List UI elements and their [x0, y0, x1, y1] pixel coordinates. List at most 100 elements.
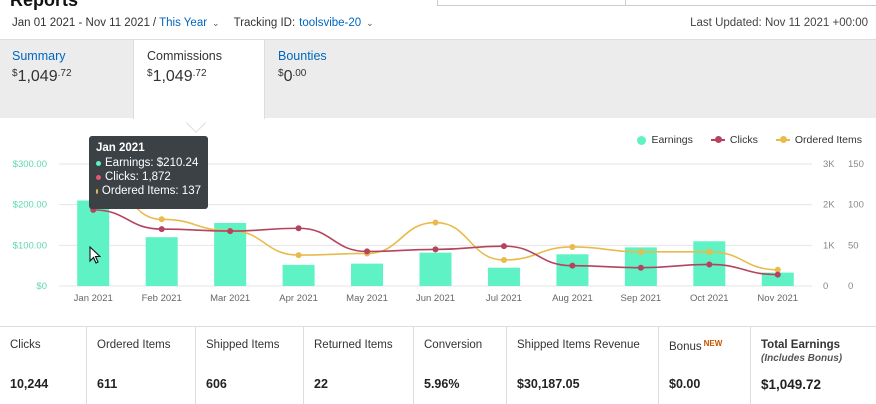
point-clicks: [158, 226, 165, 233]
point-ordered-items: [432, 219, 439, 226]
stat-conversion-value: 5.96%: [424, 377, 460, 391]
legend-clicks-label: Clicks: [729, 134, 758, 146]
point-clicks: [637, 264, 644, 271]
legend-ordered-items[interactable]: Ordered Items: [775, 134, 862, 146]
period-dropdown[interactable]: This Year: [159, 17, 208, 29]
stat-clicks-label: Clicks: [10, 339, 41, 351]
bar-earnings: [487, 267, 520, 286]
point-clicks: [706, 261, 713, 268]
clicks-axis-tick: 0: [823, 281, 828, 292]
point-clicks: [774, 271, 781, 278]
x-axis-tick: Sep 2021: [621, 293, 662, 304]
bar-earnings: [351, 263, 384, 286]
new-badge: NEW: [703, 339, 723, 348]
tooltip-title: Jan 2021: [96, 142, 145, 154]
stat-shipped-items-label: Shipped Items: [206, 339, 280, 351]
point-clicks: [227, 228, 234, 235]
point-clicks: [500, 243, 507, 250]
stat-shipped-items-value: 606: [206, 377, 227, 391]
top-tab-strip[interactable]: [437, 0, 876, 6]
clicks-axis-tick: 2K: [823, 200, 835, 211]
tracking-label: Tracking ID:: [233, 17, 296, 29]
legend-ordered-items-label: Ordered Items: [794, 134, 862, 146]
x-axis-tick: May 2021: [346, 293, 388, 304]
left-axis-tick: $100.00: [13, 240, 47, 251]
stat-shipped-items-revenue-label: Shipped Items Revenue: [517, 339, 640, 351]
tooltip-clicks: Clicks: 1,872: [96, 171, 201, 183]
tab-bounties-label: Bounties: [278, 49, 327, 63]
bar-earnings: [77, 200, 110, 286]
last-updated: Last Updated: Nov 11 2021 +00:00: [690, 17, 868, 29]
ordered-items-axis-tick: 150: [848, 159, 864, 170]
bar-earnings: [419, 252, 452, 286]
x-axis-tick: Aug 2021: [552, 293, 593, 304]
legend-clicks[interactable]: Clicks: [710, 134, 758, 146]
stat-total-earnings-label: Total Earnings: [761, 339, 841, 351]
left-axis-tick: $0: [36, 281, 47, 292]
point-ordered-items: [637, 248, 644, 255]
point-ordered-items: [774, 266, 781, 273]
chevron-down-icon[interactable]: ⌄: [212, 17, 220, 28]
clicks-axis-tick: 1K: [823, 240, 835, 251]
tab-divider: [625, 0, 626, 6]
legend-earnings-dot: [637, 135, 647, 145]
tooltip-ordered-items: Ordered Items: 137: [96, 185, 201, 197]
tooltip-earnings: Earnings: $210.24: [96, 157, 201, 169]
stat-ordered-items: Ordered Items 611: [87, 327, 196, 404]
tracking-id-dropdown[interactable]: toolsvibe-20: [299, 17, 362, 29]
x-axis-tick: Mar 2021: [210, 293, 250, 304]
stat-ordered-items-label: Ordered Items: [97, 339, 171, 351]
stats-bar: Clicks 10,244 Ordered Items 611 Shipped …: [0, 326, 876, 404]
mouse-pointer-icon: [89, 246, 101, 264]
stat-returned-items-value: 22: [314, 377, 328, 391]
legend-ordered-items-marker: [775, 136, 790, 143]
bar-earnings: [556, 254, 589, 286]
ordered-items-axis-tick: 100: [848, 200, 864, 211]
stat-conversion-label: Conversion: [424, 339, 483, 351]
x-axis-tick: Feb 2021: [142, 293, 182, 304]
filter-bar: Jan 01 2021 - Nov 11 2021 / This Year ⌄ …: [12, 17, 374, 29]
x-axis-tick: Oct 2021: [690, 293, 729, 304]
stat-total-earnings: Total Earnings (Includes Bonus) $1,049.7…: [751, 327, 876, 404]
bar-earnings: [145, 237, 178, 286]
stat-clicks: Clicks 10,244: [0, 327, 87, 404]
date-range[interactable]: Jan 01 2021 - Nov 11 2021: [12, 17, 150, 29]
stat-returned-items: Returned Items 22: [304, 327, 414, 404]
legend-earnings[interactable]: Earnings: [637, 134, 693, 146]
clicks-axis-tick: 3K: [823, 159, 835, 170]
stat-shipped-items-revenue: Shipped Items Revenue $30,187.05: [507, 327, 659, 404]
earnings-chart[interactable]: $0 $100.00 $200.00 $300.00 0 1K 2K 3K 0 50 100 150 J…: [0, 118, 876, 324]
legend-earnings-label: Earnings: [651, 134, 693, 146]
x-axis-tick: Jun 2021: [416, 293, 455, 304]
point-clicks: [432, 246, 439, 253]
x-axis-tick: Apr 2021: [279, 293, 318, 304]
stat-conversion: Conversion 5.96%: [414, 327, 507, 404]
point-ordered-items: [569, 243, 576, 250]
point-ordered-items: [706, 248, 713, 255]
tab-summary-amount: $1,049.72: [12, 68, 72, 85]
stat-shipped-items-revenue-value: $30,187.05: [517, 377, 580, 391]
chevron-down-icon[interactable]: ⌄: [366, 17, 374, 28]
chart-tooltip: Jan 2021 Earnings: $210.24 Clicks: 1,872…: [89, 136, 208, 209]
stat-ordered-items-value: 611: [97, 377, 118, 391]
stat-total-earnings-value: $1,049.72: [761, 377, 822, 392]
stat-clicks-value: 10,244: [10, 377, 49, 391]
tab-bounties[interactable]: Bounties $0.00: [278, 40, 388, 119]
summary-tabs: Summary $1,049.72 Commissions $1,049.72 …: [0, 39, 876, 119]
x-axis-tick: Jul 2021: [486, 293, 522, 304]
tab-summary[interactable]: Summary $1,049.72: [12, 40, 122, 119]
stat-returned-items-label: Returned Items: [314, 339, 393, 351]
tab-bounties-amount: $0.00: [278, 68, 307, 85]
stat-total-earnings-sublabel: (Includes Bonus): [761, 353, 843, 364]
bar-earnings: [282, 264, 315, 286]
point-clicks: [364, 248, 371, 255]
x-axis-tick: Nov 2021: [757, 293, 798, 304]
point-ordered-items: [295, 252, 302, 259]
tab-commissions-label: Commissions: [147, 49, 223, 63]
tab-commissions[interactable]: Commissions $1,049.72: [133, 40, 265, 119]
stat-bonus-label: Bonus NEW: [669, 339, 723, 353]
point-clicks: [569, 262, 576, 269]
tab-commissions-amount: $1,049.72: [147, 68, 207, 85]
left-axis-tick: $200.00: [13, 200, 47, 211]
legend-clicks-marker: [710, 136, 725, 143]
